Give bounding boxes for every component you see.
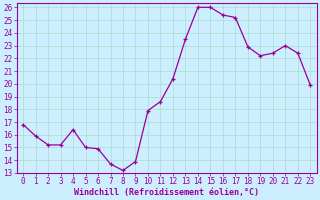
X-axis label: Windchill (Refroidissement éolien,°C): Windchill (Refroidissement éolien,°C) [74,188,259,197]
